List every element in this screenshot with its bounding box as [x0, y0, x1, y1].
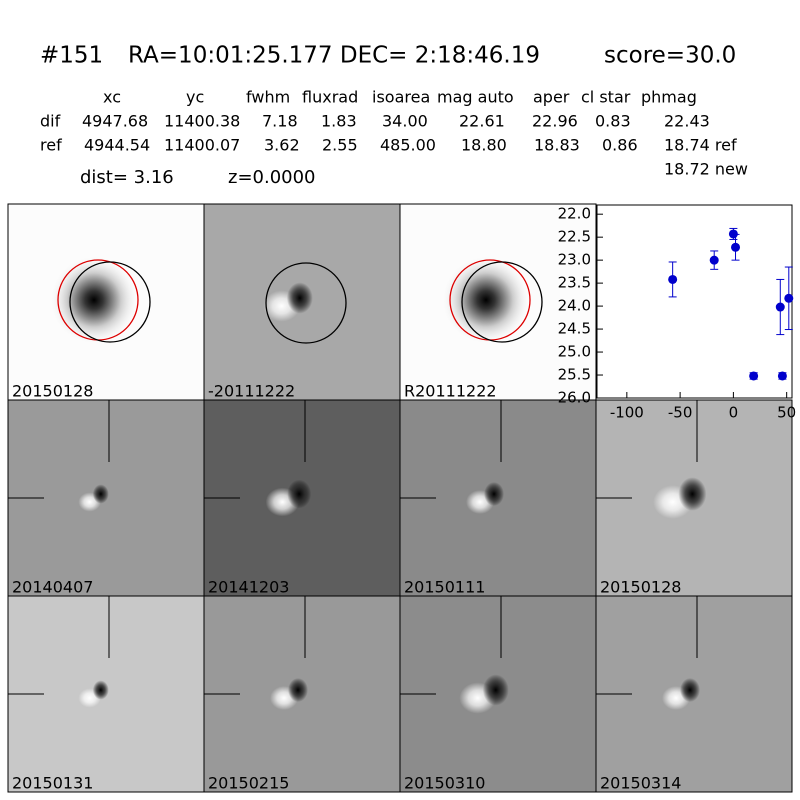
- source: [441, 255, 531, 345]
- residual-negative: [680, 678, 700, 702]
- residual-negative: [288, 678, 308, 702]
- y-tick-label: 22.0: [558, 205, 591, 223]
- table-cell: 22.61: [459, 112, 505, 131]
- y-tick-label: 26.0: [558, 389, 591, 407]
- x-tick-label: 50: [777, 404, 796, 422]
- column-header: aper: [533, 88, 570, 107]
- table-cell: 18.80: [461, 136, 507, 155]
- y-tick-label: 24.5: [558, 320, 591, 338]
- column-header: isoarea: [372, 88, 430, 107]
- stamp-label: 20150128: [600, 578, 681, 597]
- residual-negative: [92, 680, 109, 700]
- table-cell: 4944.54: [84, 136, 150, 155]
- aperture: [265, 262, 347, 344]
- stamp-label: 20150310: [404, 774, 485, 793]
- column-header: yc: [186, 88, 204, 107]
- column-header: phmag: [641, 88, 697, 107]
- y-tick-label: 25.0: [558, 343, 591, 361]
- x-tick-label: 0: [729, 404, 739, 422]
- plot-area: [596, 204, 793, 399]
- column-header: fwhm: [246, 88, 290, 107]
- stamp-label: 20150111: [404, 578, 485, 597]
- x-tick-label: -50: [668, 404, 693, 422]
- point: [784, 293, 794, 303]
- stamp-label: 20141203: [208, 578, 289, 597]
- table-cell: 3.62: [264, 136, 300, 155]
- stamp-label: 20150215: [208, 774, 289, 793]
- residual-negative: [287, 479, 312, 509]
- point: [777, 371, 787, 381]
- x-tick-label: -100: [610, 404, 644, 422]
- residual-negative: [678, 477, 707, 511]
- source: [49, 255, 139, 345]
- stamp-label: 20150128: [12, 382, 93, 401]
- stamp-label: R20111222: [404, 382, 497, 401]
- stamp-label: 20150314: [600, 774, 681, 793]
- point: [775, 302, 785, 312]
- y-tick-label: 22.5: [558, 228, 591, 246]
- table-cell: 22.96: [532, 112, 578, 131]
- y-tick-label: 23.5: [558, 274, 591, 292]
- table-cell: 34.00: [382, 112, 428, 131]
- table-cell: 11400.07: [164, 136, 240, 155]
- table-cell: 4947.68: [82, 112, 148, 131]
- table-cell: 0.83: [595, 112, 631, 131]
- y-tick-label: 23.0: [558, 251, 591, 269]
- residual-negative: [286, 282, 313, 314]
- aperture: [69, 261, 151, 343]
- residual-negative: [484, 482, 504, 506]
- table-cell: 22.43: [664, 112, 710, 131]
- table-cell: 18.83: [534, 136, 580, 155]
- aperture: [461, 261, 543, 343]
- row-label: dif: [40, 112, 61, 131]
- point: [668, 274, 678, 284]
- y-tick-label: 24.0: [558, 297, 591, 315]
- stamp-label: -20111222: [208, 382, 295, 401]
- stamps: 20150128 -20111222 R20111222 20140407 201412…: [7, 203, 793, 793]
- column-header: xc: [103, 88, 121, 107]
- point: [749, 371, 759, 381]
- table-cell: 1.83: [321, 112, 357, 131]
- table-cell: 7.18: [262, 112, 298, 131]
- redshift: z=0.0000: [228, 167, 316, 188]
- table-cell: 0.86: [602, 136, 638, 155]
- point: [731, 242, 741, 252]
- table-cell: 485.00: [380, 136, 436, 155]
- column-header: mag auto: [437, 88, 514, 107]
- row-label: ref: [40, 136, 62, 155]
- stamp-label: 20140407: [12, 578, 93, 597]
- residual-negative: [482, 674, 509, 706]
- y-tick-label: 25.5: [558, 366, 591, 384]
- stamp-label: 20150131: [12, 774, 93, 793]
- column-header: fluxrad: [302, 88, 358, 107]
- coordinates: RA=10:01:25.177 DEC= 2:18:46.19: [128, 43, 540, 69]
- table-cell: 11400.38: [164, 112, 240, 131]
- residual-negative: [92, 484, 109, 504]
- phmag-new: 18.72 new: [664, 160, 748, 179]
- table-cell: 18.74 ref: [664, 136, 737, 155]
- light-curve: 22.0 22.5 23.0 23.5 24.0 24.5 25.0 25.5 26.0 -100…: [558, 204, 796, 422]
- dist: dist= 3.16: [80, 167, 174, 188]
- score: score=30.0: [604, 43, 736, 69]
- table-cell: 2.55: [322, 136, 358, 155]
- point: [709, 255, 719, 265]
- column-header: cl star: [581, 88, 631, 107]
- candidate-id: #151: [40, 43, 103, 69]
